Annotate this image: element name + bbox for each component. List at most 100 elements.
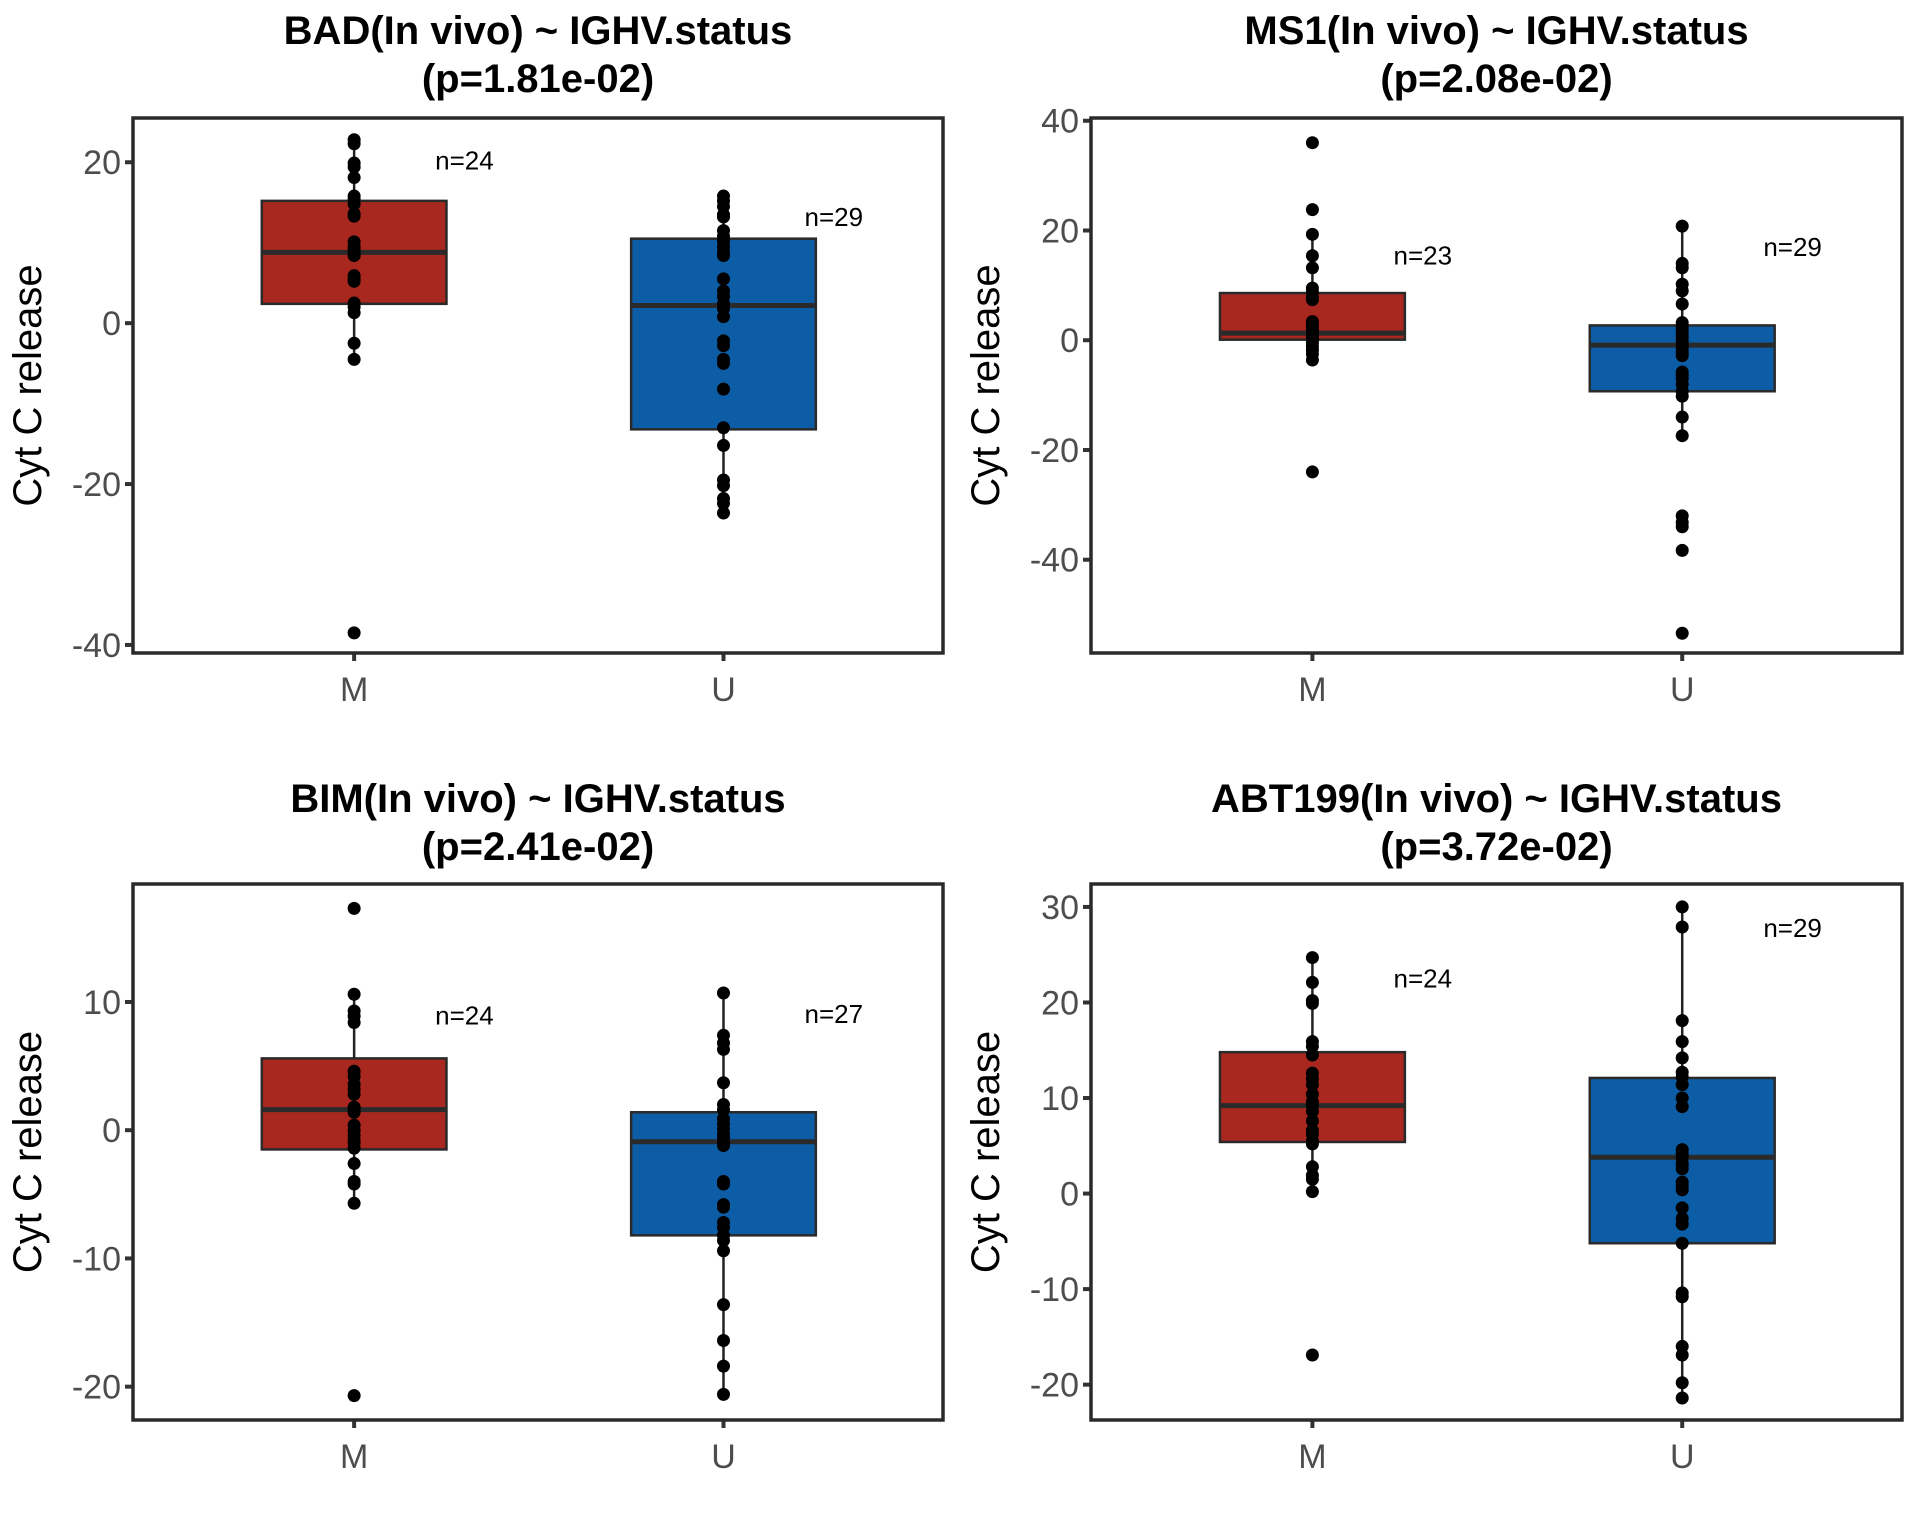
data-point bbox=[716, 382, 730, 396]
y-tick-label: -20 bbox=[72, 466, 121, 504]
data-point bbox=[347, 306, 361, 320]
data-point bbox=[716, 506, 730, 520]
data-point bbox=[1675, 626, 1689, 640]
data-point bbox=[1675, 219, 1689, 233]
box-group-M: n=24 bbox=[260, 133, 494, 640]
panel-3: ABT199(In vivo) ~ IGHV.status(p=3.72e-02… bbox=[964, 777, 1904, 1476]
data-point bbox=[716, 421, 730, 435]
y-tick-label: -40 bbox=[1030, 542, 1079, 580]
data-point bbox=[716, 1177, 730, 1191]
data-point bbox=[716, 310, 730, 324]
data-point bbox=[716, 1136, 730, 1150]
y-tick-label: 30 bbox=[1041, 889, 1079, 927]
data-point bbox=[716, 1387, 730, 1401]
panel-subtitle: (p=2.08e-02) bbox=[1380, 57, 1612, 101]
n-label: n=29 bbox=[1763, 913, 1822, 943]
y-axis-label: Cyt C release bbox=[6, 1031, 50, 1273]
data-point bbox=[1305, 1104, 1319, 1118]
plot-frame bbox=[1089, 882, 1904, 1422]
data-point bbox=[1675, 1162, 1689, 1176]
data-point bbox=[1675, 284, 1689, 298]
data-point bbox=[347, 137, 361, 151]
data-point bbox=[1305, 1078, 1319, 1092]
data-point bbox=[1305, 261, 1319, 275]
data-point bbox=[1305, 227, 1319, 241]
data-point bbox=[716, 1076, 730, 1090]
data-point bbox=[1675, 1100, 1689, 1114]
y-tick-label: 20 bbox=[1041, 212, 1079, 250]
data-point bbox=[1305, 975, 1319, 989]
data-point bbox=[347, 336, 361, 350]
data-point bbox=[716, 986, 730, 1000]
data-point bbox=[1305, 203, 1319, 217]
data-point bbox=[716, 1298, 730, 1312]
y-tick-label: 0 bbox=[102, 1112, 121, 1150]
x-tick-label: M bbox=[1298, 671, 1326, 709]
panel-title: MS1(In vivo) ~ IGHV.status bbox=[1244, 9, 1748, 53]
y-tick-label: 40 bbox=[1041, 103, 1079, 141]
n-label: n=29 bbox=[1763, 232, 1822, 262]
data-point bbox=[1305, 996, 1319, 1010]
data-point bbox=[1675, 1014, 1689, 1028]
y-tick-label: -40 bbox=[72, 627, 121, 665]
y-tick-label: 20 bbox=[1041, 984, 1079, 1022]
data-point bbox=[347, 1196, 361, 1210]
data-point bbox=[1305, 136, 1319, 150]
data-point bbox=[716, 272, 730, 286]
panel-2: BIM(In vivo) ~ IGHV.status(p=2.41e-02) Cy… bbox=[6, 777, 945, 1476]
plot-frame bbox=[131, 116, 945, 655]
data-point bbox=[716, 479, 730, 493]
y-axis-label: Cyt C release bbox=[964, 1031, 1008, 1273]
y-axis-label: Cyt C release bbox=[6, 264, 50, 506]
data-point bbox=[1675, 1078, 1689, 1092]
box-group-M: n=24 bbox=[1218, 951, 1452, 1362]
x-tick-label: U bbox=[711, 1438, 736, 1476]
y-tick-label: -20 bbox=[1030, 432, 1079, 470]
data-point bbox=[1305, 1114, 1319, 1128]
data-point bbox=[347, 274, 361, 288]
data-point bbox=[1675, 1217, 1689, 1231]
data-point bbox=[1675, 297, 1689, 311]
data-point bbox=[716, 1233, 730, 1247]
data-point bbox=[716, 1359, 730, 1373]
data-point bbox=[347, 160, 361, 174]
data-point bbox=[1305, 1348, 1319, 1362]
data-point bbox=[347, 209, 361, 223]
panel-1: MS1(In vivo) ~ IGHV.status(p=2.08e-02) Cy… bbox=[964, 9, 1904, 709]
data-point bbox=[716, 1244, 730, 1258]
panel-title: ABT199(In vivo) ~ IGHV.status bbox=[1211, 777, 1782, 821]
data-point bbox=[347, 901, 361, 915]
x-tick-label: U bbox=[1670, 1438, 1695, 1476]
data-point bbox=[1675, 410, 1689, 424]
panel-subtitle: (p=3.72e-02) bbox=[1380, 825, 1612, 869]
data-point bbox=[1675, 1236, 1689, 1250]
data-point bbox=[716, 210, 730, 224]
data-point bbox=[1675, 429, 1689, 443]
data-point bbox=[716, 249, 730, 263]
y-tick-label: 0 bbox=[102, 305, 121, 343]
data-point bbox=[1305, 353, 1319, 367]
x-tick-label: U bbox=[1670, 671, 1695, 709]
x-tick-label: M bbox=[340, 671, 368, 709]
data-point bbox=[347, 249, 361, 263]
data-point bbox=[1305, 951, 1319, 965]
y-tick-label: -10 bbox=[1030, 1271, 1079, 1309]
data-point bbox=[1675, 1290, 1689, 1304]
n-label: n=29 bbox=[804, 202, 863, 232]
y-tick-label: 20 bbox=[83, 144, 121, 182]
data-point bbox=[347, 171, 361, 185]
data-point bbox=[1305, 293, 1319, 307]
data-point bbox=[716, 496, 730, 510]
y-tick-label: -20 bbox=[1030, 1367, 1079, 1405]
y-tick-label: 10 bbox=[1041, 1080, 1079, 1118]
data-point bbox=[1675, 1348, 1689, 1362]
panel-subtitle: (p=1.81e-02) bbox=[422, 57, 654, 101]
data-point bbox=[347, 626, 361, 640]
x-tick-label: M bbox=[1298, 1438, 1326, 1476]
data-point bbox=[347, 1105, 361, 1119]
panel-0: BAD(In vivo) ~ IGHV.status(p=1.81e-02) Cy… bbox=[6, 9, 945, 709]
data-point bbox=[1675, 1391, 1689, 1405]
data-point bbox=[347, 1389, 361, 1403]
box-group-M: n=23 bbox=[1218, 136, 1452, 479]
